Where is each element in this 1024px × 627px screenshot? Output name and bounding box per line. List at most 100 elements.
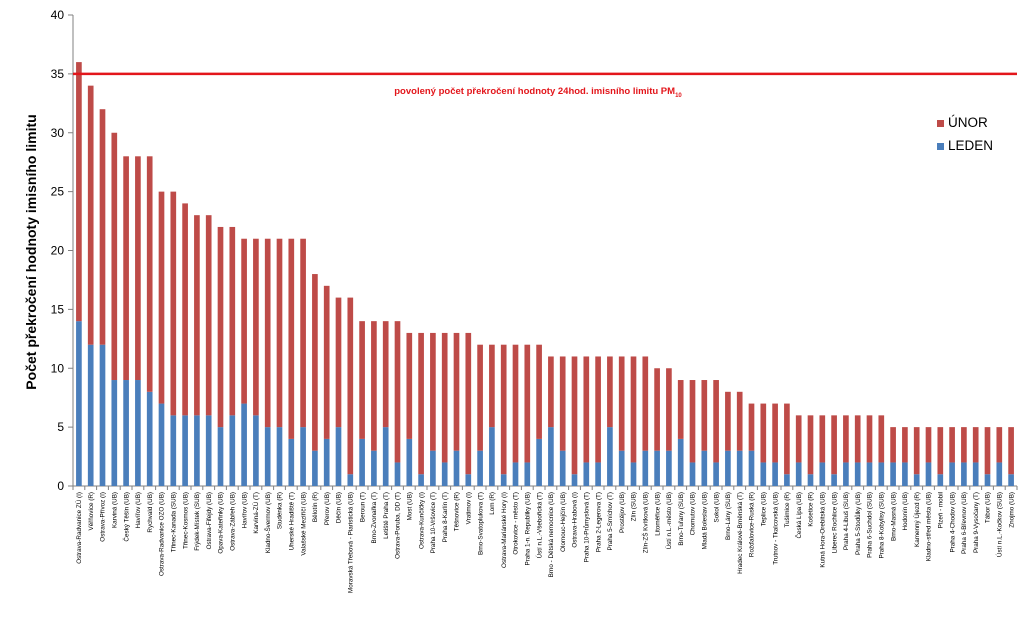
x-tick-label: Bělotín (R) xyxy=(312,492,319,522)
bar-leden xyxy=(441,462,448,486)
bar-unor xyxy=(465,332,472,475)
bar-unor xyxy=(689,380,696,463)
bar-leden xyxy=(583,462,590,486)
x-tick-label: Rychvald (UB) xyxy=(147,492,154,533)
x-tick-label: Kośetice (R) xyxy=(808,492,815,527)
bar-unor xyxy=(701,380,708,451)
x-tick-label: Praha 8-Kobylisy (SUB) xyxy=(879,492,886,559)
x-tick-label: Litoměřice (UB) xyxy=(654,492,661,536)
bar-leden xyxy=(477,450,483,486)
x-tick-label: Třinec-Kanada (SUB) xyxy=(171,492,178,552)
bar-unor xyxy=(359,321,365,439)
bar-unor xyxy=(123,156,129,381)
x-tick-label: Brno-Svatoplukova (T) xyxy=(477,492,484,555)
bar-unor xyxy=(489,344,495,428)
bar-leden xyxy=(382,427,389,486)
bar-unor xyxy=(736,391,743,451)
bar-unor xyxy=(217,226,224,428)
bar-leden xyxy=(489,427,495,486)
x-tick-label: Praha 2-Legerova (T) xyxy=(595,492,602,552)
bar-unor xyxy=(229,226,236,416)
bar-leden xyxy=(300,427,306,486)
bar-leden xyxy=(890,462,896,486)
x-tick-label: Praha 6-Břevnov (UB) xyxy=(961,492,968,554)
x-tick-label: Znojmo (UB) xyxy=(1008,492,1015,528)
x-tick-label: Praha 10-Průmyslová (T) xyxy=(583,492,591,562)
bar-unor xyxy=(158,191,165,404)
bar-unor xyxy=(984,427,991,475)
limit-label-subscript: 10 xyxy=(675,93,682,99)
x-tick-label: Prostějov (UB) xyxy=(619,492,626,533)
bar-unor xyxy=(595,356,601,463)
bar-unor xyxy=(630,356,637,463)
bar-unor xyxy=(583,356,590,463)
y-tick-label: 30 xyxy=(51,126,65,140)
bar-leden xyxy=(618,450,625,486)
bar-leden xyxy=(323,438,330,486)
bar-unor xyxy=(937,427,944,475)
x-tick-label: Kladno-střed města (UB) xyxy=(926,492,933,561)
x-tick-label: Ostrava-Radvanice OZO (UB) xyxy=(159,492,166,576)
bar-leden xyxy=(359,438,365,486)
y-tick-label: 0 xyxy=(57,479,64,493)
bar-unor xyxy=(111,132,118,381)
bar-leden xyxy=(843,462,849,486)
bar-leden xyxy=(748,450,755,486)
y-axis-title-group: Počet překročení hodnoty imisního limitu xyxy=(23,114,39,389)
bar-leden xyxy=(465,474,472,486)
x-tick-label: Trutnov - Tkalcovská (UB) xyxy=(772,492,779,565)
bar-leden xyxy=(925,462,932,486)
bar-unor xyxy=(760,403,767,463)
bar-leden xyxy=(524,462,531,486)
bar-leden xyxy=(772,462,778,486)
bar-leden xyxy=(548,427,554,486)
bar-unor xyxy=(772,403,778,463)
x-tick-label: Ostrava-Přívoz (I) xyxy=(100,492,107,542)
bar-unor xyxy=(135,156,141,381)
bar-leden xyxy=(217,427,224,486)
bar-leden xyxy=(854,462,861,486)
bar-unor xyxy=(394,321,401,463)
legend-swatch xyxy=(937,143,944,150)
bar-unor xyxy=(972,427,979,463)
bar-leden xyxy=(241,403,247,486)
bar-leden xyxy=(182,415,188,486)
y-tick-label: 5 xyxy=(57,420,64,434)
bar-leden xyxy=(111,380,118,486)
bar-unor xyxy=(559,356,566,451)
bar-leden xyxy=(878,462,885,486)
limit-label-main: povolený počet překročení hodnoty 24hod.… xyxy=(394,86,675,97)
bar-leden xyxy=(205,415,212,486)
x-tick-label: Praha 8-Karlín (T) xyxy=(442,492,449,542)
bar-unor xyxy=(253,238,259,416)
x-tick-label: Brno-Lány (SUB) xyxy=(725,492,732,540)
x-tick-label: Chomutov (UB) xyxy=(690,492,697,535)
x-tick-label: Praha 9-Vysočany (T) xyxy=(973,492,980,553)
bar-leden xyxy=(512,462,519,486)
x-tick-label: Praha 4-Chodov (UB) xyxy=(949,492,956,553)
bar-unor xyxy=(406,332,413,439)
bar-unor xyxy=(512,344,519,463)
x-tick-label: Hradec Králové-Brněnská (T) xyxy=(737,492,744,574)
x-tick-label: Karviná (UB) xyxy=(112,492,119,528)
x-tick-label: Teplice (UB) xyxy=(761,492,768,526)
x-tick-label: Mladá Boleslav (UB) xyxy=(702,492,709,549)
x-tick-label: Česká Lípa (UB) xyxy=(794,492,803,539)
x-tick-label: Olomouc-Hejčín (UB) xyxy=(560,492,567,552)
bar-leden xyxy=(559,450,566,486)
limit-line-label: povolený počet překročení hodnoty 24hod.… xyxy=(394,86,682,99)
legend-label: ÚNOR xyxy=(948,115,988,130)
bar-unor xyxy=(748,403,755,451)
bar-leden xyxy=(689,462,696,486)
bar-unor xyxy=(890,427,896,463)
x-tick-label: Ostrava-Hrabová (I) xyxy=(572,492,579,548)
bar-leden xyxy=(418,474,424,486)
bar-unor xyxy=(949,427,955,463)
x-tick-label: Sokol (UB) xyxy=(713,492,720,522)
bar-leden xyxy=(937,474,944,486)
x-tick-label: Zlín (SUB) xyxy=(631,492,638,521)
x-tick-label: Most (UB) xyxy=(407,492,414,520)
bar-leden xyxy=(654,450,660,486)
bar-leden xyxy=(984,474,991,486)
